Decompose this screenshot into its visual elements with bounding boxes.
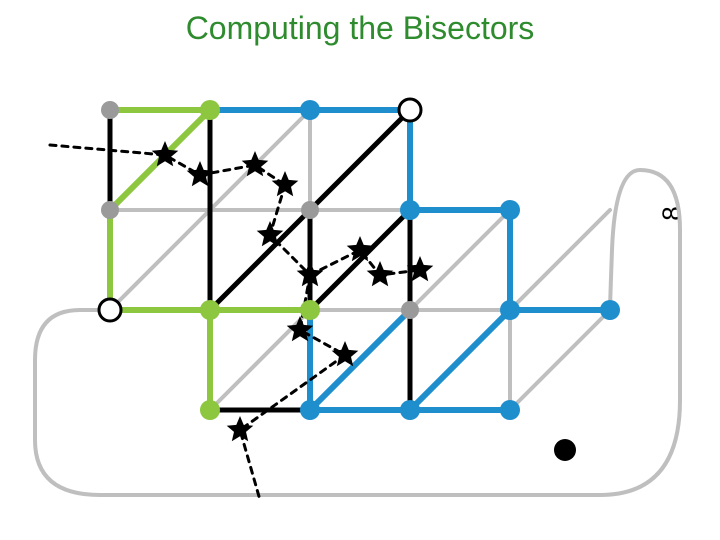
diagram-canvas [0,0,720,540]
